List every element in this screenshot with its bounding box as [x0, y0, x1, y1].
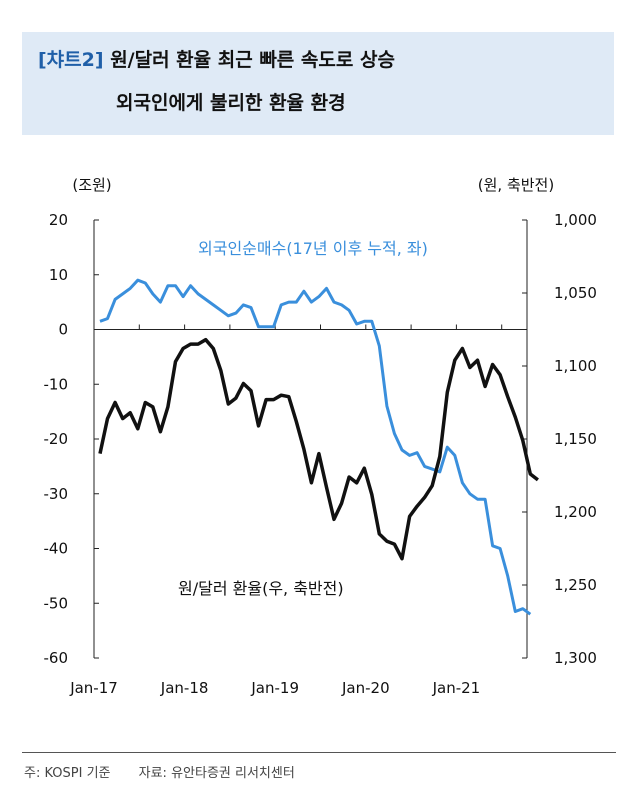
left-tick-label: -10	[44, 375, 69, 393]
x-tick-label: Jan-21	[432, 679, 481, 697]
chart-title-line1: [챠트2] 원/달러 환율 최근 빠른 속도로 상승	[38, 45, 395, 72]
left-tick-label: -50	[44, 594, 69, 612]
footnote: 주: KOSPI 기준 자료: 유안타증권 리서치센터	[24, 762, 319, 781]
won-dollar-rate-line	[98, 337, 539, 561]
left-tick-label: 20	[49, 211, 68, 229]
footnote-divider	[22, 752, 616, 753]
left-tick-label: -20	[44, 430, 69, 448]
right-tick-label: 1,200	[554, 503, 597, 521]
right-tick-label: 1,000	[554, 211, 597, 229]
chart-tag: [챠트2]	[38, 49, 104, 71]
x-tick-label: Jan-18	[160, 679, 209, 697]
left-tick-label: -40	[44, 540, 69, 558]
chart-title-text: 원/달러 환율 최근 빠른 속도로 상승	[110, 49, 395, 71]
left-tick-label: -30	[44, 485, 69, 503]
series-label-foreign: 외국인순매수(17년 이후 누적, 좌)	[198, 239, 428, 258]
right-tick-label: 1,300	[554, 649, 597, 667]
title-banner	[22, 32, 614, 135]
x-tick-label: Jan-20	[341, 679, 390, 697]
right-tick-label: 1,250	[554, 576, 597, 594]
left-tick-label: 0	[58, 321, 68, 339]
left-tick-label: 10	[49, 266, 68, 284]
footnote-note: 주: KOSPI 기준	[24, 766, 111, 781]
series-label-fx: 원/달러 환율(우, 축반전)	[178, 579, 344, 598]
left-axis-unit: (조원)	[72, 176, 111, 194]
dual-axis-line-chart: 20 10 0 -10 -20 -30 -40 -50 -60 (조원) 1,000 1,050 1,1…	[44, 176, 597, 697]
x-tick-label: Jan-19	[250, 679, 299, 697]
footnote-source: 자료: 유안타증권 리서치센터	[138, 766, 295, 781]
right-tick-label: 1,100	[554, 357, 597, 375]
left-tick-label: -60	[44, 649, 69, 667]
foreign-net-buying-line	[99, 278, 532, 616]
x-tick-label: Jan-17	[69, 679, 118, 697]
chart-title-line2: 외국인에게 불리한 환율 환경	[116, 92, 346, 114]
right-axis-unit: (원, 축반전)	[478, 176, 554, 194]
right-tick-label: 1,150	[554, 430, 597, 448]
right-tick-label: 1,050	[554, 284, 597, 302]
